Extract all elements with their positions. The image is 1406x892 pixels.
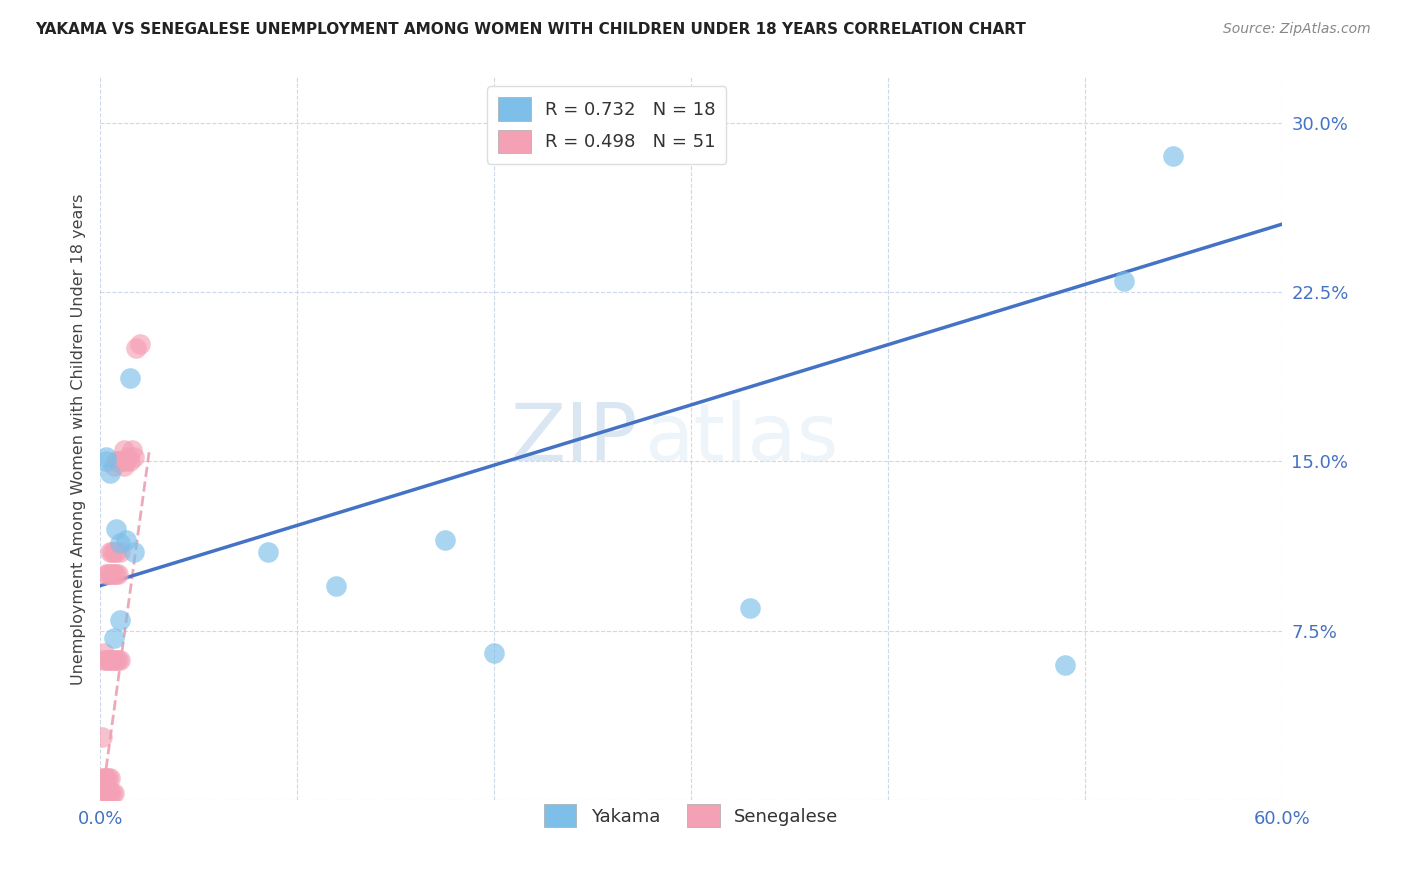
Point [101,787,124,801]
Point [94,567,117,582]
Point [93,647,115,661]
Point [98,545,121,559]
Point [94,653,117,667]
Point [91,730,114,744]
Point [98,466,121,480]
Legend: Yakama, Senegalese: Yakama, Senegalese [537,797,845,835]
Point [101,567,124,582]
Point [118,371,141,385]
Point [97,787,120,801]
Point [104,454,127,468]
Point [118,454,141,468]
Point [122,545,145,559]
Point [117,450,139,464]
Point [93,777,115,791]
Point [104,545,127,559]
Point [97,653,120,667]
Point [94,450,117,464]
Point [97,567,120,582]
Point [1163,149,1185,163]
Point [108,454,131,468]
Point [103,458,125,473]
Point [93,653,115,667]
Point [107,454,129,468]
Text: YAKAMA VS SENEGALESE UNEMPLOYMENT AMONG WOMEN WITH CHILDREN UNDER 18 YEARS CORRE: YAKAMA VS SENEGALESE UNEMPLOYMENT AMONG … [35,22,1026,37]
Point [91,771,114,785]
Point [94,787,117,801]
Point [433,533,456,548]
Point [108,545,131,559]
Point [97,771,120,785]
Point [101,653,124,667]
Point [256,545,278,559]
Point [103,567,125,582]
Point [111,454,134,468]
Point [121,443,143,458]
Point [108,613,131,627]
Point [1114,274,1136,288]
Point [128,337,150,351]
Point [94,454,117,468]
Point [114,454,136,468]
Point [108,653,131,667]
Point [325,579,347,593]
Point [98,787,121,801]
Point [112,443,135,458]
Point [122,450,145,464]
Point [94,771,117,785]
Text: atlas: atlas [644,400,838,478]
Point [91,777,114,791]
Point [1054,657,1077,672]
Point [101,545,124,559]
Point [98,653,121,667]
Point [108,535,131,549]
Point [482,647,505,661]
Point [107,653,129,667]
Point [103,545,125,559]
Point [107,567,129,582]
Point [103,787,125,801]
Point [738,601,761,615]
Y-axis label: Unemployment Among Women with Children Under 18 years: Unemployment Among Women with Children U… [72,194,86,684]
Point [114,533,136,548]
Point [104,567,127,582]
Point [93,787,115,801]
Point [98,567,121,582]
Text: ZIP: ZIP [510,400,638,478]
Point [93,771,115,785]
Point [103,653,125,667]
Point [104,522,127,536]
Point [103,631,125,645]
Point [98,771,121,785]
Point [94,777,117,791]
Point [112,458,135,473]
Text: Source: ZipAtlas.com: Source: ZipAtlas.com [1223,22,1371,37]
Point [124,342,146,356]
Point [104,653,127,667]
